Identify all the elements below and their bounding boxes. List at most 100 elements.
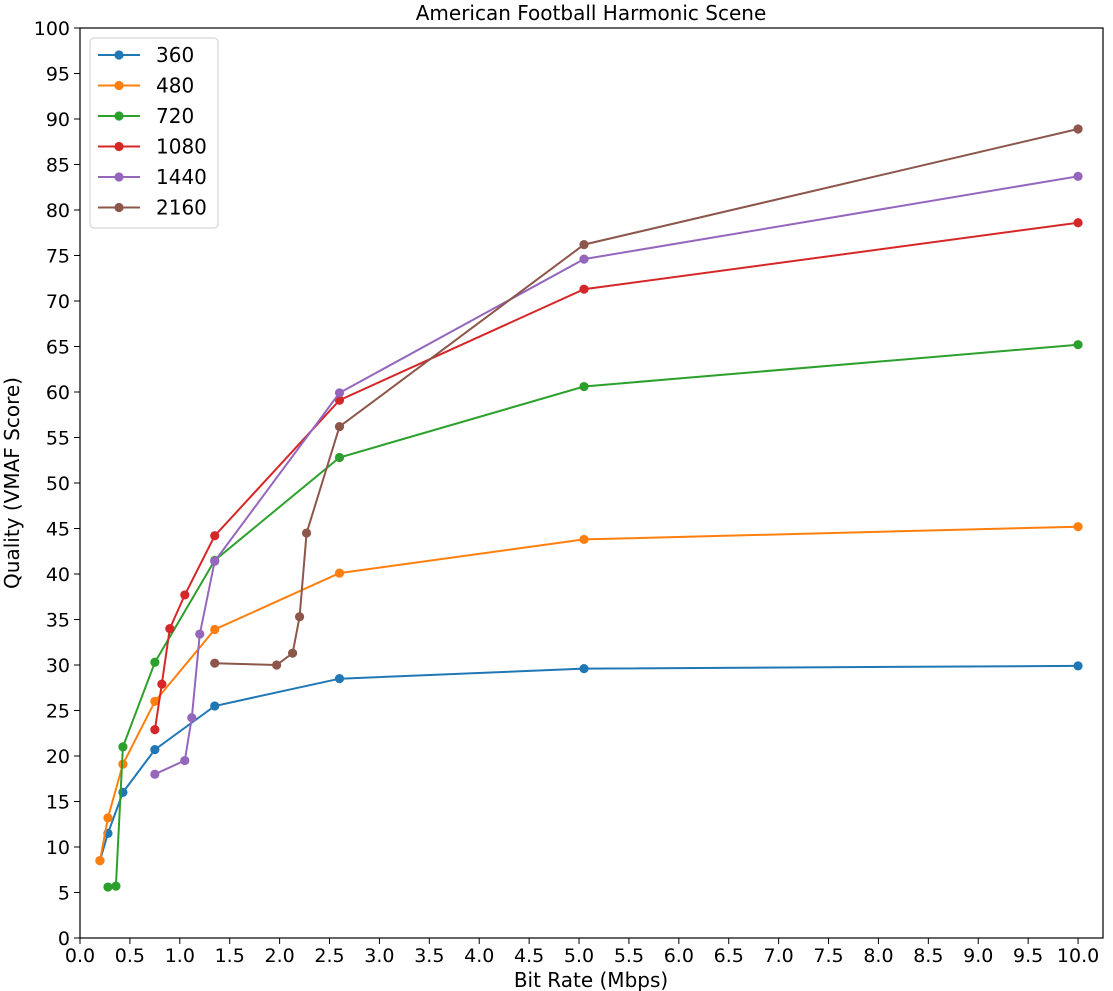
y-tick-label: 10 [46,837,70,859]
data-point-1080-0 [150,725,160,735]
y-tick-label: 20 [46,746,70,768]
x-tick-label: 6.0 [664,945,694,967]
data-point-360-4 [210,701,220,711]
x-tick-label: 2.0 [265,945,295,967]
data-point-2160-7 [1073,124,1083,134]
y-tick-label: 0 [58,928,70,950]
data-point-1080-2 [165,624,175,634]
data-point-2160-1 [272,660,282,670]
y-tick-label: 70 [46,291,70,313]
x-tick-label: 6.5 [714,945,744,967]
y-tick-label: 55 [46,428,70,450]
legend-label: 1440 [156,165,207,189]
data-point-1440-6 [579,254,589,264]
y-tick-label: 40 [46,564,70,586]
data-point-1080-5 [334,395,345,405]
legend-label: 480 [156,74,194,98]
y-tick-label: 85 [46,155,70,177]
y-tick-label: 35 [46,610,70,632]
data-point-1440-5 [334,388,345,398]
x-tick-label: 4.5 [514,945,544,967]
data-point-1080-6 [579,284,589,294]
data-point-1080-4 [210,531,220,541]
plot-frame [79,27,1104,939]
data-point-1440-4 [210,556,220,566]
data-point-720-1 [111,881,121,891]
data-point-480-5 [334,568,345,578]
x-tick-label: 0.5 [115,945,145,967]
data-point-1080-1 [157,679,167,689]
chart-title: American Football Harmonic Scene [416,1,767,25]
data-point-480-0 [95,856,105,866]
legend: 360 480 720 1080 1440 2160 [89,37,219,229]
x-tick-label: 7.0 [764,945,794,967]
series-line-720 [107,343,1079,888]
data-point-360-6 [579,664,589,674]
data-point-720-5 [334,452,345,463]
plot-area [79,27,1104,939]
data-point-360-5 [334,674,345,684]
y-axis: 0 5 10 15 20 25 30 35 40 45 50 55 60 65 70 75 80 85 90 95 10… [34,18,80,950]
y-tick-label: 50 [46,473,70,495]
data-point-2160-6 [579,239,589,250]
legend-label: 2160 [156,196,207,220]
x-tick-label: 4.0 [464,945,494,967]
y-axis-label: Quality (VMAF Score) [0,377,24,589]
data-point-2160-2 [287,648,298,658]
legend-marker [114,172,124,182]
x-tick-label: 10.0 [1057,945,1099,967]
legend-marker [114,50,124,60]
x-tick-label: 7.5 [813,945,843,967]
y-tick-label: 60 [46,382,70,404]
legend-entry-360: 360 [98,43,194,67]
legend-marker [114,141,124,152]
data-point-2160-0 [210,658,220,668]
x-tick-label: 9.0 [963,945,993,967]
data-point-360-3 [150,745,160,755]
legend-label: 1080 [156,135,207,159]
data-point-2160-3 [294,612,305,622]
x-tick-label: 8.0 [863,945,893,967]
data-point-1080-7 [1073,218,1083,228]
series-2160 [210,124,1083,670]
series-1080 [150,218,1083,735]
y-tick-label: 65 [46,337,70,359]
x-axis: 0.0 0.5 1.0 1.5 2.0 2.5 3.0 3.5 4.0 4.5 5.0 5.5 6.0 6… [65,938,1099,967]
data-point-720-7 [1073,340,1083,350]
legend-entry-1080: 1080 [98,135,207,159]
x-tick-label: 5.0 [564,945,594,967]
legend-entry-480: 480 [98,74,194,98]
data-point-1440-7 [1073,171,1083,181]
y-tick-label: 90 [46,109,70,131]
series-line-480 [99,525,1079,861]
legend-label: 360 [156,43,194,67]
legend-marker [114,111,124,121]
data-point-1440-0 [150,769,160,779]
y-tick-label: 15 [46,792,70,814]
data-point-720-0 [103,882,113,892]
y-tick-label: 5 [58,883,70,905]
series-line-1440 [154,175,1079,776]
data-point-720-2 [118,742,128,752]
legend-entry-2160: 2160 [98,196,207,220]
data-point-2160-4 [301,528,312,538]
data-point-1080-3 [180,590,190,600]
legend-entry-720: 720 [98,104,194,128]
x-tick-label: 9.5 [1013,945,1043,967]
series-720 [103,340,1083,892]
y-tick-label: 30 [46,655,70,677]
data-point-360-7 [1073,661,1083,671]
series-1440 [150,171,1083,779]
y-tick-label: 80 [46,200,70,222]
legend-marker [114,202,124,213]
series-480 [95,522,1083,866]
legend-entry-1440: 1440 [98,165,207,189]
x-axis-label: Bit Rate (Mbps) [514,968,668,991]
y-tick-label: 45 [46,519,70,541]
x-tick-label: 1.0 [165,945,195,967]
y-tick-label: 95 [46,64,70,86]
data-point-480-6 [579,534,589,545]
x-tick-label: 1.5 [215,945,245,967]
data-point-480-4 [210,624,220,635]
